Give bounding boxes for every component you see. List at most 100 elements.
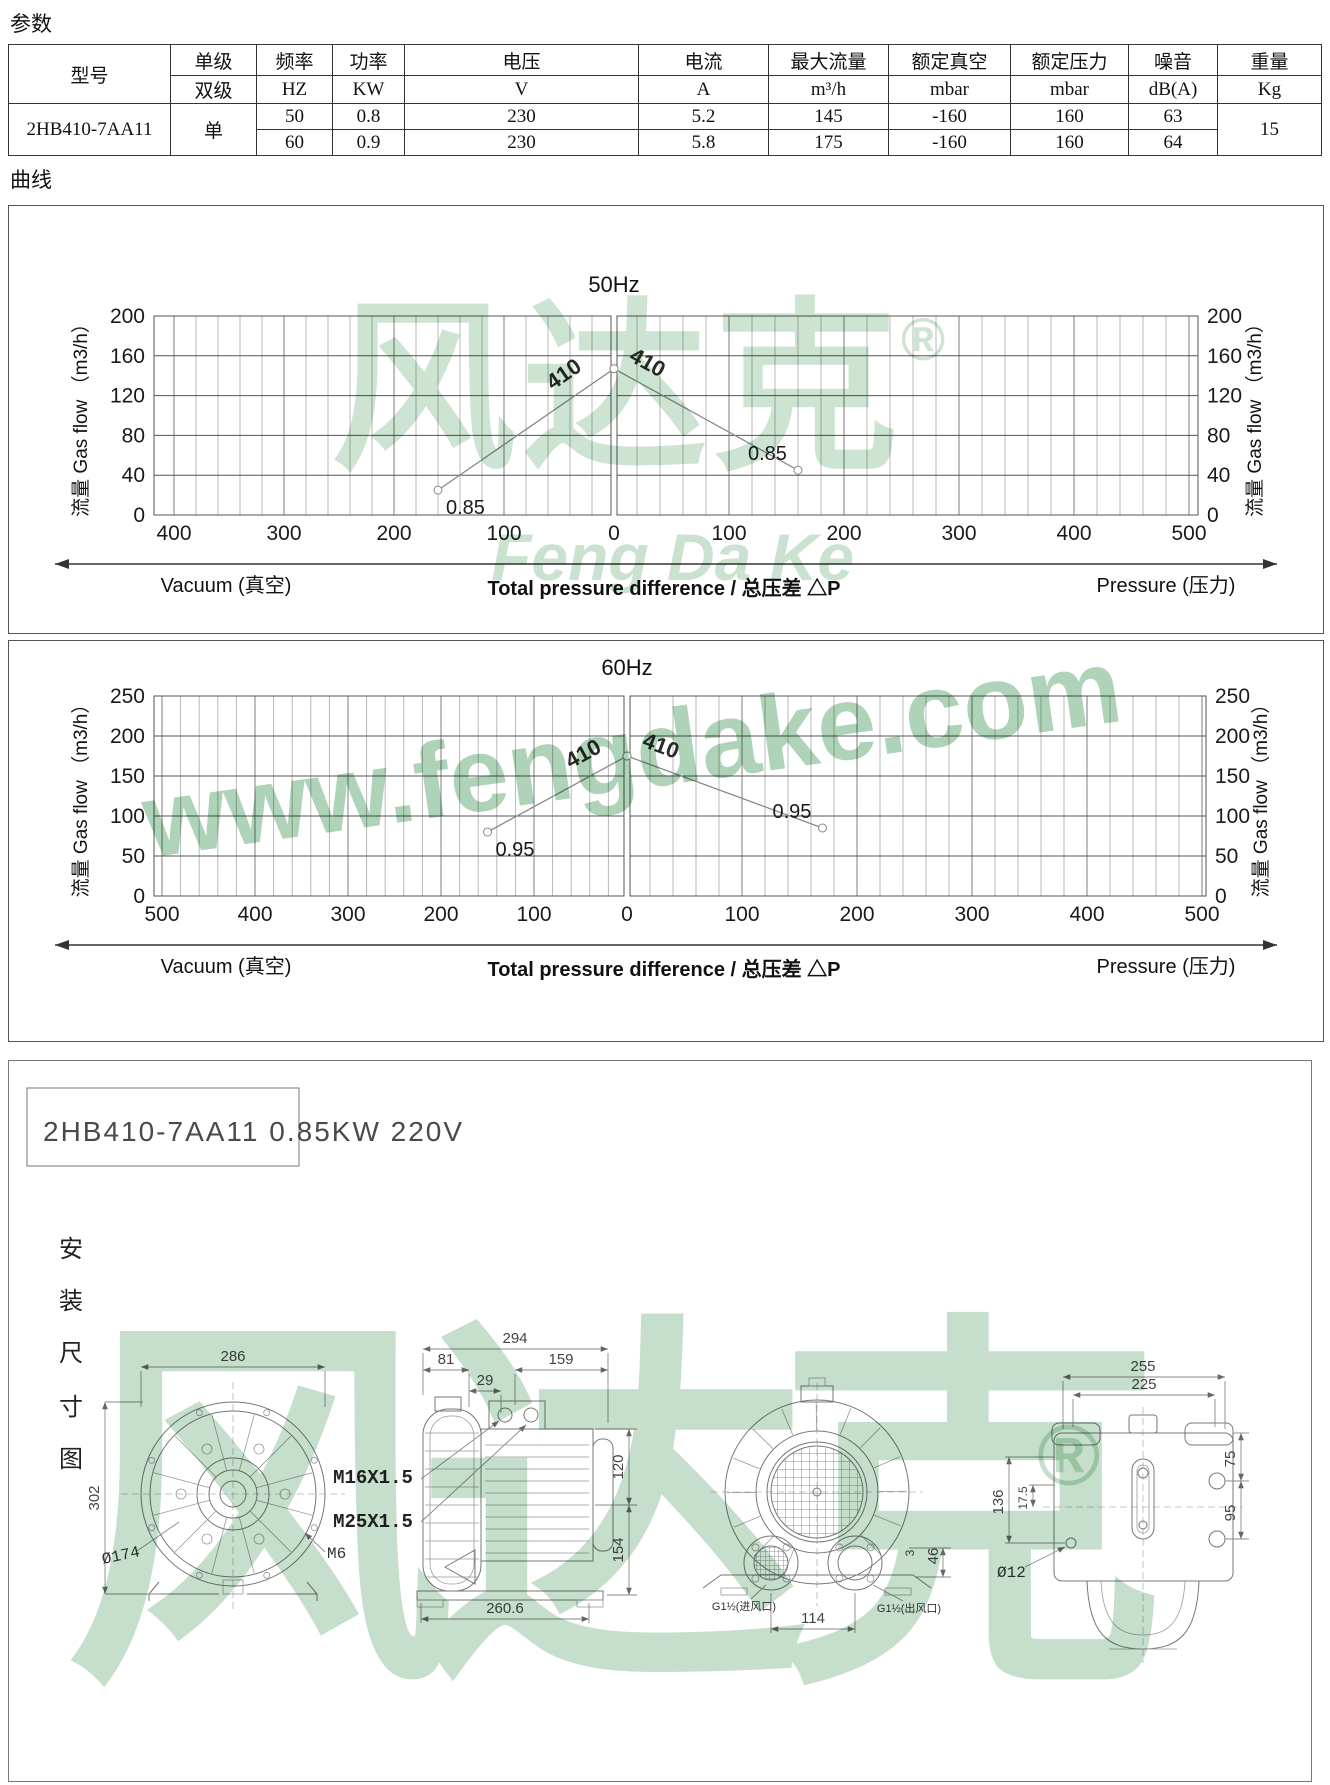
svg-text:0: 0 [608,522,620,545]
dim-side-h-upper: 120 [610,1454,627,1479]
svg-text:300: 300 [954,903,989,926]
cell-power-60: 0.9 [332,129,405,156]
label-flange-dia: Ø174 [100,1543,141,1569]
cell-pressure-50: 160 [1010,103,1129,130]
svg-text:0: 0 [133,504,145,527]
svg-text:120: 120 [110,385,145,408]
svg-text:Pressure (压力): Pressure (压力) [1097,955,1236,978]
svg-text:0: 0 [1207,504,1219,527]
col-header-stage-double: 双级 [170,75,257,104]
side-char: 安 [59,1236,83,1263]
svg-text:200: 200 [826,522,861,545]
dim-base-gap: 3 [903,1549,917,1556]
cell-voltage-60: 230 [404,129,639,156]
svg-text:500: 500 [144,903,179,926]
cell-maxflow-50: 145 [768,103,889,130]
stage-value: 单 [170,103,257,156]
dim-front-width: 286 [220,1348,245,1365]
col-header-power: 功率 [332,44,405,76]
svg-text:0.95: 0.95 [773,801,812,823]
unit-pressure: mbar [1010,75,1129,104]
dim-side-h-lower: 154 [610,1537,627,1562]
svg-text:40: 40 [1207,464,1230,487]
svg-text:Total pressure difference / 总压: Total pressure difference / 总压差 △P [487,957,840,981]
svg-text:Vacuum (真空): Vacuum (真空) [161,955,292,978]
chart-50hz: 0 0 40 40 80 80 120 120 160 160 200 200 400 300 200 100… [55,272,1277,600]
svg-text:410: 410 [626,343,670,383]
svg-text:100: 100 [1215,805,1250,828]
col-header-current: 电流 [638,44,769,76]
col-header-freq: 频率 [256,44,333,76]
svg-text:400: 400 [237,903,272,926]
drawing-side-label: 安 装 尺 寸 图 [59,1236,83,1473]
rear-view: G1½(进风口) G1½(出风口) 114 3 46 [702,1377,951,1633]
thread-labels: M16X1.5 M25X1.5 [333,1420,527,1533]
col-header-vacuum: 额定真空 [888,44,1011,76]
svg-text:0.85: 0.85 [748,443,787,465]
spec-table: 型号 单级 频率 功率 电压 电流 最大流量 额定真空 额定压力 噪音 重量 双… [8,44,1322,156]
svg-text:200: 200 [110,725,145,748]
svg-text:300: 300 [266,522,301,545]
svg-text:0: 0 [621,903,633,926]
params-section-label: 参数 [10,12,52,36]
svg-text:150: 150 [1215,765,1250,788]
dim-top-seg-a: 75 [1222,1451,1239,1468]
cell-maxflow-60: 175 [768,129,889,156]
dim-side-seg-a: 81 [438,1351,455,1368]
svg-text:流量 Gas flow （m3/h）: 流量 Gas flow （m3/h） [1244,314,1266,517]
dim-top-height: 136 [990,1489,1007,1514]
curves-section-label: 曲线 [10,168,52,192]
svg-text:Total pressure difference / 总压: Total pressure difference / 总压差 △P [487,576,840,600]
svg-text:250: 250 [110,685,145,708]
dim-top-offset: 17.5 [1016,1486,1030,1510]
unit-freq: HZ [256,75,333,104]
chart-50hz-panel: 0 0 40 40 80 80 120 120 160 160 200 200 400 300 200 100… [8,205,1324,634]
svg-text:流量 Gas flow （m3/h）: 流量 Gas flow （m3/h） [70,314,92,517]
dim-top-seg-b: 95 [1222,1505,1239,1522]
svg-text:200: 200 [1207,305,1242,328]
cell-freq-50: 50 [256,103,333,130]
unit-vacuum: mbar [888,75,1011,104]
svg-text:410: 410 [561,734,605,774]
col-header-voltage: 电压 [404,44,639,76]
dim-side-seg-b: 159 [548,1351,573,1368]
col-header-stage-single: 单级 [170,44,257,76]
svg-text:100: 100 [724,903,759,926]
svg-text:50: 50 [122,845,145,868]
cell-noise-50: 63 [1128,103,1218,130]
svg-text:Vacuum (真空): Vacuum (真空) [161,574,292,597]
svg-text:410: 410 [640,728,683,764]
svg-text:500: 500 [1171,522,1206,545]
cell-freq-60: 60 [256,129,333,156]
dim-side-width: 294 [502,1330,527,1347]
drawing-title: 2HB410-7AA11 0.85KW 220V [43,1116,464,1147]
front-view: 286 302 Ø174 M6 [86,1348,346,1609]
unit-noise: dB(A) [1128,75,1218,104]
side-char: 图 [59,1447,83,1473]
svg-text:200: 200 [839,903,874,926]
cell-power-50: 0.8 [332,103,405,130]
installation-drawing-panel: 2HB410-7AA11 0.85KW 220V 安 装 尺 寸 图 [8,1060,1312,1782]
dim-top-width: 255 [1130,1358,1155,1375]
col-header-pressure: 额定压力 [1010,44,1129,76]
dim-port-spacing: 114 [801,1610,825,1627]
side-view: 294 81 159 29 120 154 260.6 [416,1330,637,1623]
col-header-weight: 重量 [1217,44,1322,76]
unit-maxflow: m³/h [768,75,889,104]
svg-text:50: 50 [1215,845,1238,868]
installation-drawing: 2HB410-7AA11 0.85KW 220V 安 装 尺 寸 图 [26,1087,1249,1663]
weight-value: 15 [1217,103,1322,156]
svg-text:500: 500 [1184,903,1219,926]
col-header-noise: 噪音 [1128,44,1218,76]
svg-text:流量 Gas flow （m3/h）: 流量 Gas flow （m3/h） [70,695,92,898]
svg-text:400: 400 [1069,903,1104,926]
svg-text:100: 100 [711,522,746,545]
cell-current-60: 5.8 [638,129,769,156]
label-bolt-m6: M6 [327,1545,346,1563]
svg-text:400: 400 [1056,522,1091,545]
col-header-maxflow: 最大流量 [768,44,889,76]
unit-power: KW [332,75,405,104]
side-char: 尺 [59,1341,83,1367]
svg-text:100: 100 [516,903,551,926]
svg-text:200: 200 [423,903,458,926]
